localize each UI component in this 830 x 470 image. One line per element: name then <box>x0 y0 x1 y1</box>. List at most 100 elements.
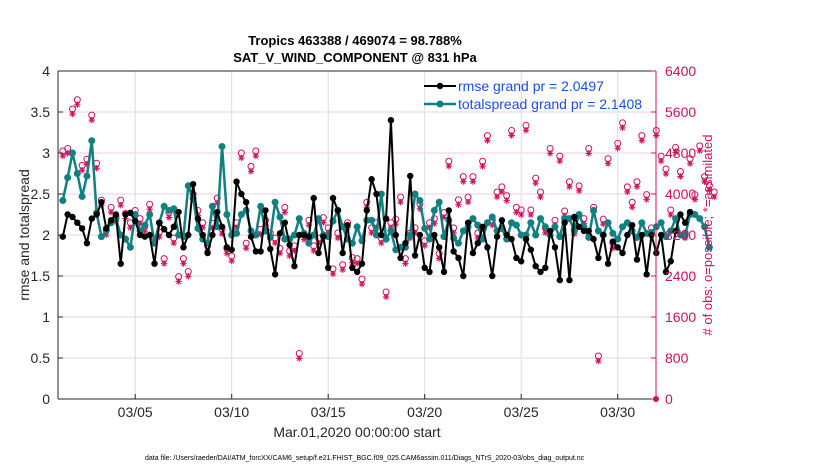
totalspread-point <box>73 170 81 177</box>
x-tick-label: 03/10 <box>214 404 249 420</box>
asterisk-stroke <box>663 171 669 177</box>
asterisk-stroke <box>176 278 182 285</box>
totalspread-point <box>83 172 91 180</box>
totalspread-point <box>78 192 86 200</box>
rmse-point <box>580 227 588 235</box>
obs-assimilated-marker <box>711 193 718 201</box>
rmse-point <box>387 117 395 124</box>
obs-assimilated-marker <box>460 178 467 185</box>
rmse-point <box>103 225 110 232</box>
obs-assimilated-marker <box>628 204 636 211</box>
totalspread-point <box>696 215 704 223</box>
right-y-tick-label: 1600 <box>665 309 696 325</box>
obs-assimilated-marker <box>185 273 192 280</box>
rmse-point <box>657 231 665 239</box>
asterisk-stroke <box>378 240 384 246</box>
asterisk-stroke <box>668 212 674 218</box>
rmse-point <box>281 219 288 226</box>
asterisk-stroke <box>547 150 553 157</box>
asterisk-stroke <box>518 212 524 218</box>
x-axis-label: Mar.01,2020 00:00:00 start <box>273 424 440 440</box>
obs-assimilated-marker <box>271 239 279 247</box>
asterisk-stroke <box>711 194 717 200</box>
obs-assimilated-marker <box>165 214 173 221</box>
rmse-point <box>329 194 337 202</box>
asterisk-stroke <box>89 117 95 123</box>
rmse-point <box>542 264 549 271</box>
totalspread-point <box>218 142 226 150</box>
asterisk-stroke <box>161 261 167 267</box>
totalspread-point <box>590 206 598 214</box>
rmse-point <box>421 264 428 271</box>
obs-assimilated-marker <box>546 150 554 157</box>
rmse-point <box>633 256 641 263</box>
asterisk-stroke <box>677 173 684 180</box>
asterisk-stroke <box>93 165 100 171</box>
totalspread-point <box>551 223 559 231</box>
rmse-point <box>349 264 356 271</box>
right-y-tick-label: 3200 <box>665 227 696 243</box>
rmse-point <box>614 244 621 251</box>
totalspread-point <box>146 211 154 218</box>
rmse-point <box>132 217 139 225</box>
rmse-point <box>551 244 559 251</box>
right-y-tick-label: 6400 <box>665 63 696 79</box>
obs-assimilated-marker <box>296 355 303 362</box>
obs-assimilated-marker <box>662 170 670 178</box>
obs-assimilated-marker <box>69 110 76 118</box>
obs-assimilated-marker <box>291 247 298 255</box>
obs-assimilated-marker <box>78 167 86 174</box>
obs-assimilated-marker <box>503 197 510 204</box>
obs-assimilated-marker <box>614 145 621 152</box>
rmse-point <box>339 249 346 257</box>
rmse-point <box>571 213 578 221</box>
rmse-point <box>334 207 342 214</box>
rmse-point <box>464 219 472 226</box>
rmse-point <box>160 226 168 233</box>
obs-assimilated-marker <box>672 149 679 156</box>
obs-assimilated-marker <box>238 154 245 162</box>
right-y-tick-label: 0 <box>665 391 673 407</box>
totalspread-point <box>372 231 380 239</box>
obs-assimilated-marker <box>633 183 641 190</box>
rmse-point <box>556 276 563 284</box>
totalspread-point <box>387 227 395 235</box>
asterisk-stroke <box>359 281 365 287</box>
totalspread-point <box>638 219 646 227</box>
obs-assimilated-marker <box>464 198 472 206</box>
rmse-point <box>682 219 689 226</box>
rmse-point <box>402 240 409 247</box>
asterisk-stroke <box>340 267 346 273</box>
totalspread-point <box>701 223 709 231</box>
y-tick-label: 3 <box>42 145 50 161</box>
asterisk-stroke <box>446 163 452 169</box>
rmse-point <box>382 215 390 222</box>
totalspread-point <box>237 211 245 218</box>
asterisk-stroke <box>484 138 491 144</box>
totalspread-point <box>59 197 67 205</box>
obs-assimilated-marker <box>397 198 404 206</box>
rmse-point <box>189 180 197 188</box>
right-y-tick-label: 4800 <box>665 145 696 161</box>
asterisk-stroke <box>229 258 235 264</box>
data-file-footnote: data file: /Users/raeder/DAI/ATM_forcXX/… <box>145 455 585 462</box>
rmse-point <box>518 258 525 265</box>
totalspread-point <box>604 219 612 227</box>
totalspread-point <box>416 197 424 205</box>
x-tick-label: 03/30 <box>600 404 635 420</box>
rmse-point <box>489 272 496 280</box>
rmse-point <box>271 271 279 278</box>
obs-assimilated-marker <box>638 137 646 144</box>
obs-assimilated-marker <box>339 266 346 273</box>
asterisk-stroke <box>296 355 302 362</box>
asterisk-stroke <box>566 184 573 190</box>
rmse-point <box>368 176 375 183</box>
asterisk-stroke <box>499 189 505 195</box>
asterisk-stroke <box>422 243 428 249</box>
totalspread-point <box>271 198 279 206</box>
totalspread-point <box>667 227 675 235</box>
rmse-point <box>484 244 491 251</box>
obs-assimilated-marker <box>59 152 67 160</box>
rmse-point <box>141 233 149 240</box>
